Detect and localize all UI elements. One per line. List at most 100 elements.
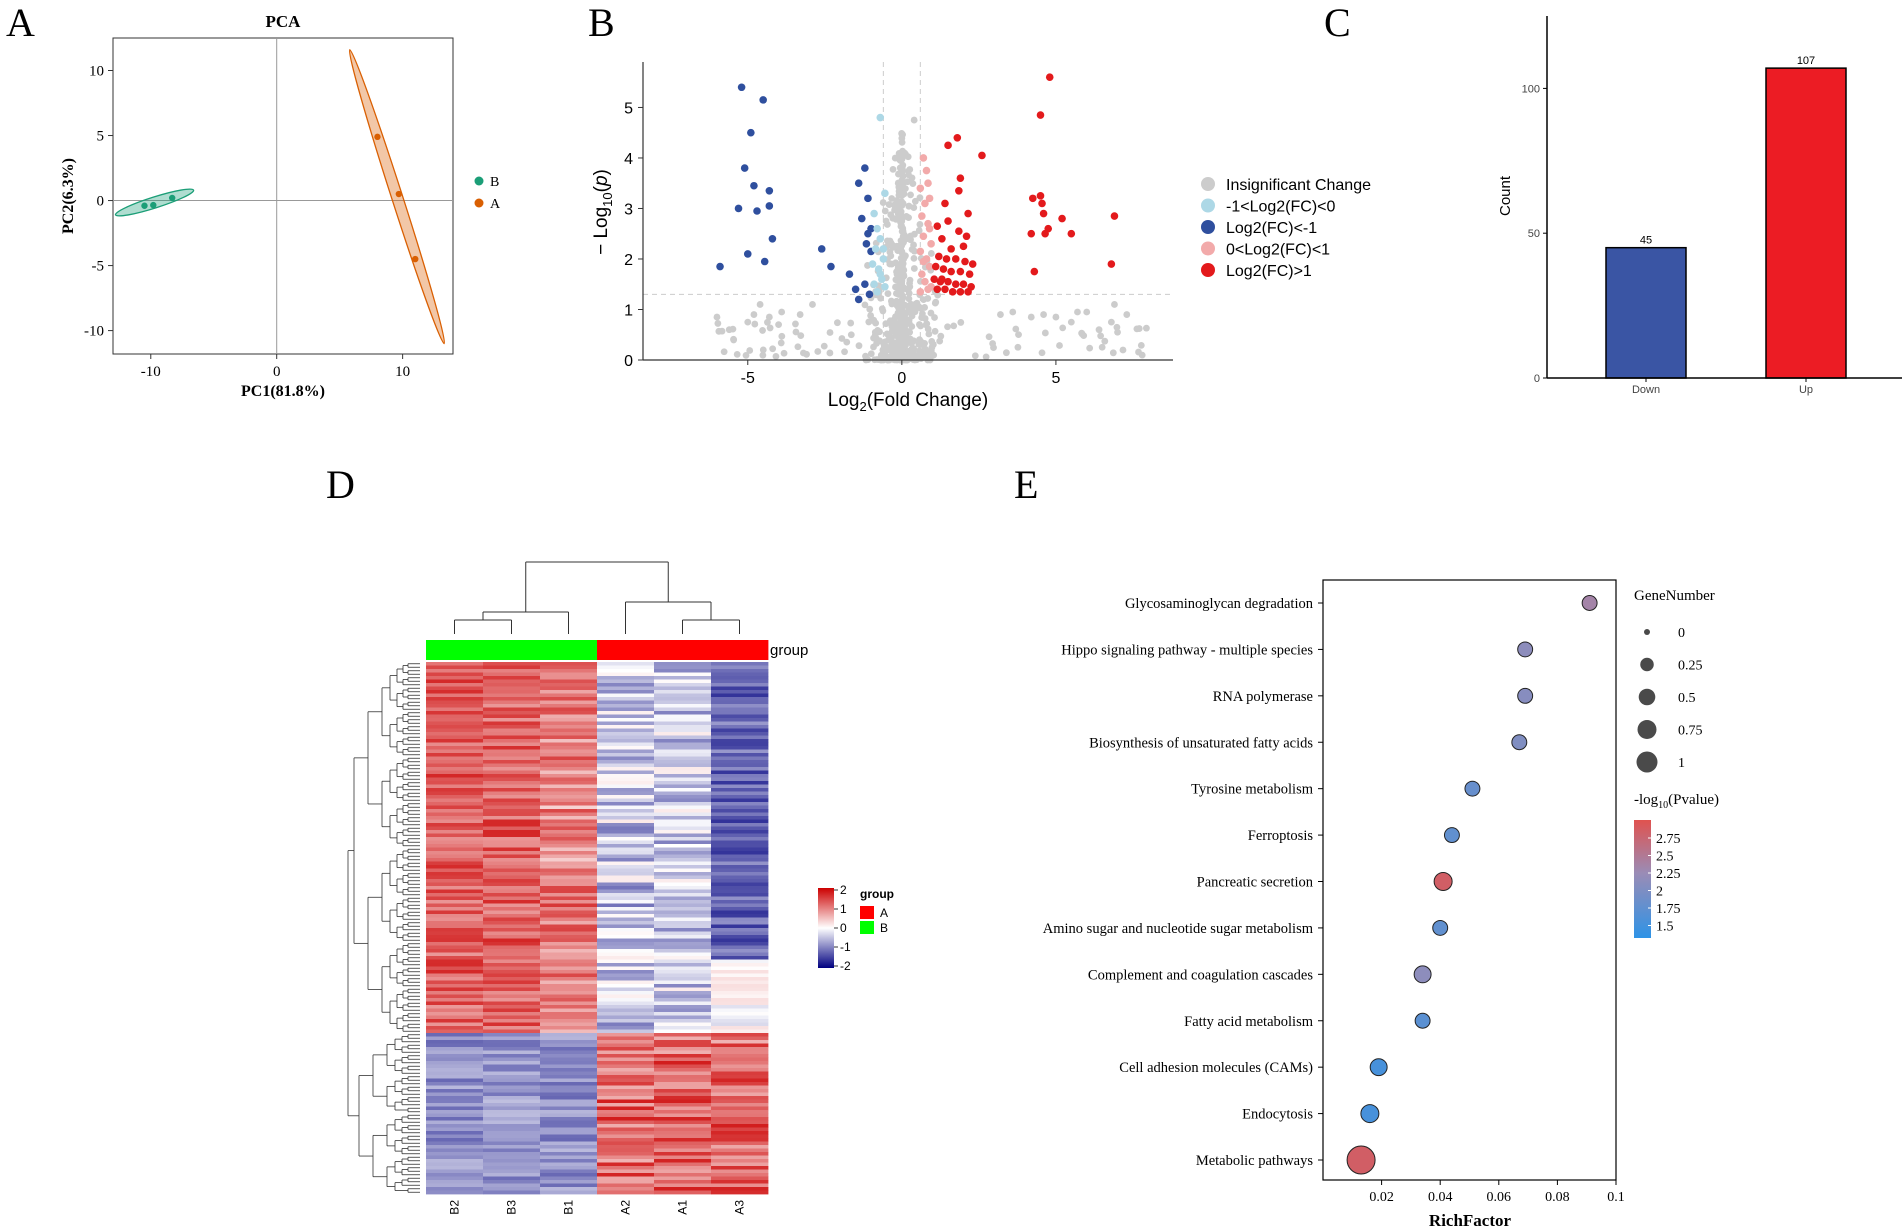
volcano-point-insignificant: [1041, 329, 1049, 337]
heatmap-cell: [483, 851, 541, 855]
heatmap-cell: [711, 1169, 769, 1174]
heatmap-cell: [711, 903, 769, 908]
pca-y-tick-label: 5: [97, 129, 105, 145]
volcano-point-down-weak: [879, 245, 888, 253]
volcano-point-down-weak: [879, 255, 888, 263]
volcano-point-insignificant: [916, 194, 924, 202]
heatmap-cell: [654, 1071, 712, 1076]
heatmap-cell: [426, 1103, 484, 1107]
heatmap-cell: [654, 956, 712, 960]
heatmap-cell: [597, 707, 655, 712]
bar-up: [1765, 67, 1847, 379]
panel-label-d: D: [326, 462, 355, 507]
volcano-point-insignificant: [910, 265, 918, 272]
heatmap-cell: [711, 1015, 769, 1020]
heatmap-cell: [654, 707, 712, 712]
volcano-point-insignificant: [916, 221, 924, 228]
heatmap-cell: [654, 1099, 712, 1104]
panel-label-a: A: [6, 0, 35, 45]
heatmap-cell: [540, 987, 598, 992]
heatmap-cell: [711, 1047, 769, 1051]
heatmap-cell: [540, 823, 598, 827]
volcano-point-up-strong: [956, 174, 965, 182]
heatmap-cell: [483, 1183, 541, 1188]
heatmap-cell: [426, 840, 484, 845]
heatmap-cell: [597, 802, 655, 806]
heatmap-cell: [597, 998, 655, 1002]
volcano-point-insignificant: [898, 138, 906, 146]
heatmap-cell: [711, 1159, 769, 1163]
heatmap-cell: [540, 784, 598, 789]
heatmap-cell: [654, 1103, 712, 1107]
heatmap-cell: [597, 942, 655, 946]
heatmap-cell: [711, 1026, 769, 1030]
volcano-point-insignificant: [751, 320, 759, 328]
heatmap-cell: [426, 728, 484, 733]
heatmap-cell: [483, 1022, 541, 1027]
volcano-point-insignificant: [911, 197, 919, 205]
heatmap-cell: [654, 837, 712, 841]
volcano-legend-down-strong-swatch: [1201, 220, 1215, 234]
heatmap-cell: [597, 739, 655, 743]
pca-y-tick-label: -10: [84, 324, 104, 340]
enrichment-x-tick-label: 0.08: [1545, 1190, 1570, 1205]
heatmap-cell: [597, 1162, 655, 1167]
volcano-point-insignificant: [898, 192, 906, 199]
heatmap-cell: [711, 1187, 769, 1191]
heatmap-cell: [540, 1071, 598, 1076]
volcano-point-up-strong: [1058, 214, 1066, 223]
heatmap-cell: [654, 1176, 712, 1181]
heatmap-cell: [540, 753, 598, 757]
heatmap-cell: [654, 868, 712, 873]
heatmap-cell: [711, 949, 769, 953]
heatmap-cell: [597, 1120, 655, 1125]
heatmap-cell: [711, 1096, 769, 1100]
volcano-point-insignificant: [989, 340, 997, 347]
enrichment-x-tick-label: 0.1: [1607, 1190, 1625, 1205]
heatmap-cell: [711, 714, 769, 719]
heatmap-cell: [654, 1047, 712, 1051]
volcano-point-down-weak: [876, 270, 885, 278]
heatmap-cell: [654, 1138, 712, 1142]
heatmap-cell: [654, 886, 712, 890]
pvalue-color-scale: [1634, 820, 1651, 938]
heatmap-cell: [426, 1190, 484, 1195]
volcano-point-insignificant: [895, 284, 903, 292]
heatmap-cell: [654, 742, 712, 747]
heatmap-cell: [540, 830, 598, 834]
volcano-point-down-weak: [868, 260, 877, 268]
heatmap-cell: [540, 781, 598, 785]
volcano-point-up-strong: [1038, 199, 1046, 208]
heatmap-cell: [597, 994, 655, 999]
heatmap-cell: [597, 949, 655, 953]
heatmap-cell: [483, 921, 541, 925]
gene-number-legend-title: GeneNumber: [1634, 588, 1715, 604]
volcano-point-up-strong: [1110, 212, 1119, 220]
heatmap-cell: [483, 886, 541, 890]
heatmap-cell: [711, 1131, 769, 1135]
heatmap-cell: [597, 1064, 655, 1069]
volcano-point-up-strong: [953, 133, 962, 142]
pvalue-color-scale-ticks: 2.75 2.5 2.25 2 1.75 1.5: [1648, 832, 1681, 935]
heatmap-cell: [540, 973, 598, 978]
heatmap-cell: [540, 928, 598, 932]
heatmap-cell: [483, 742, 541, 747]
volcano-point-up-strong: [955, 227, 963, 236]
heatmap-cell: [711, 760, 769, 764]
gene-number-legend-bubble: [1640, 657, 1654, 672]
heatmap-cell: [654, 942, 712, 946]
heatmap-cell: [540, 1026, 598, 1030]
heatmap-cell: [711, 865, 769, 869]
heatmap-cell: [483, 721, 541, 726]
heatmap-cell: [654, 914, 712, 918]
volcano-point-insignificant: [908, 337, 916, 345]
heatmap-cell: [426, 1026, 484, 1030]
heatmap-cell: [597, 819, 655, 824]
volcano-point-insignificant: [905, 295, 913, 303]
heatmap-cell: [711, 665, 769, 670]
volcano-point-insignificant: [898, 307, 906, 315]
heatmap-cell: [426, 977, 484, 981]
heatmap-scale-tick-label: 2: [840, 883, 847, 897]
enrichment-x-tick-label: 0.04: [1428, 1190, 1453, 1205]
